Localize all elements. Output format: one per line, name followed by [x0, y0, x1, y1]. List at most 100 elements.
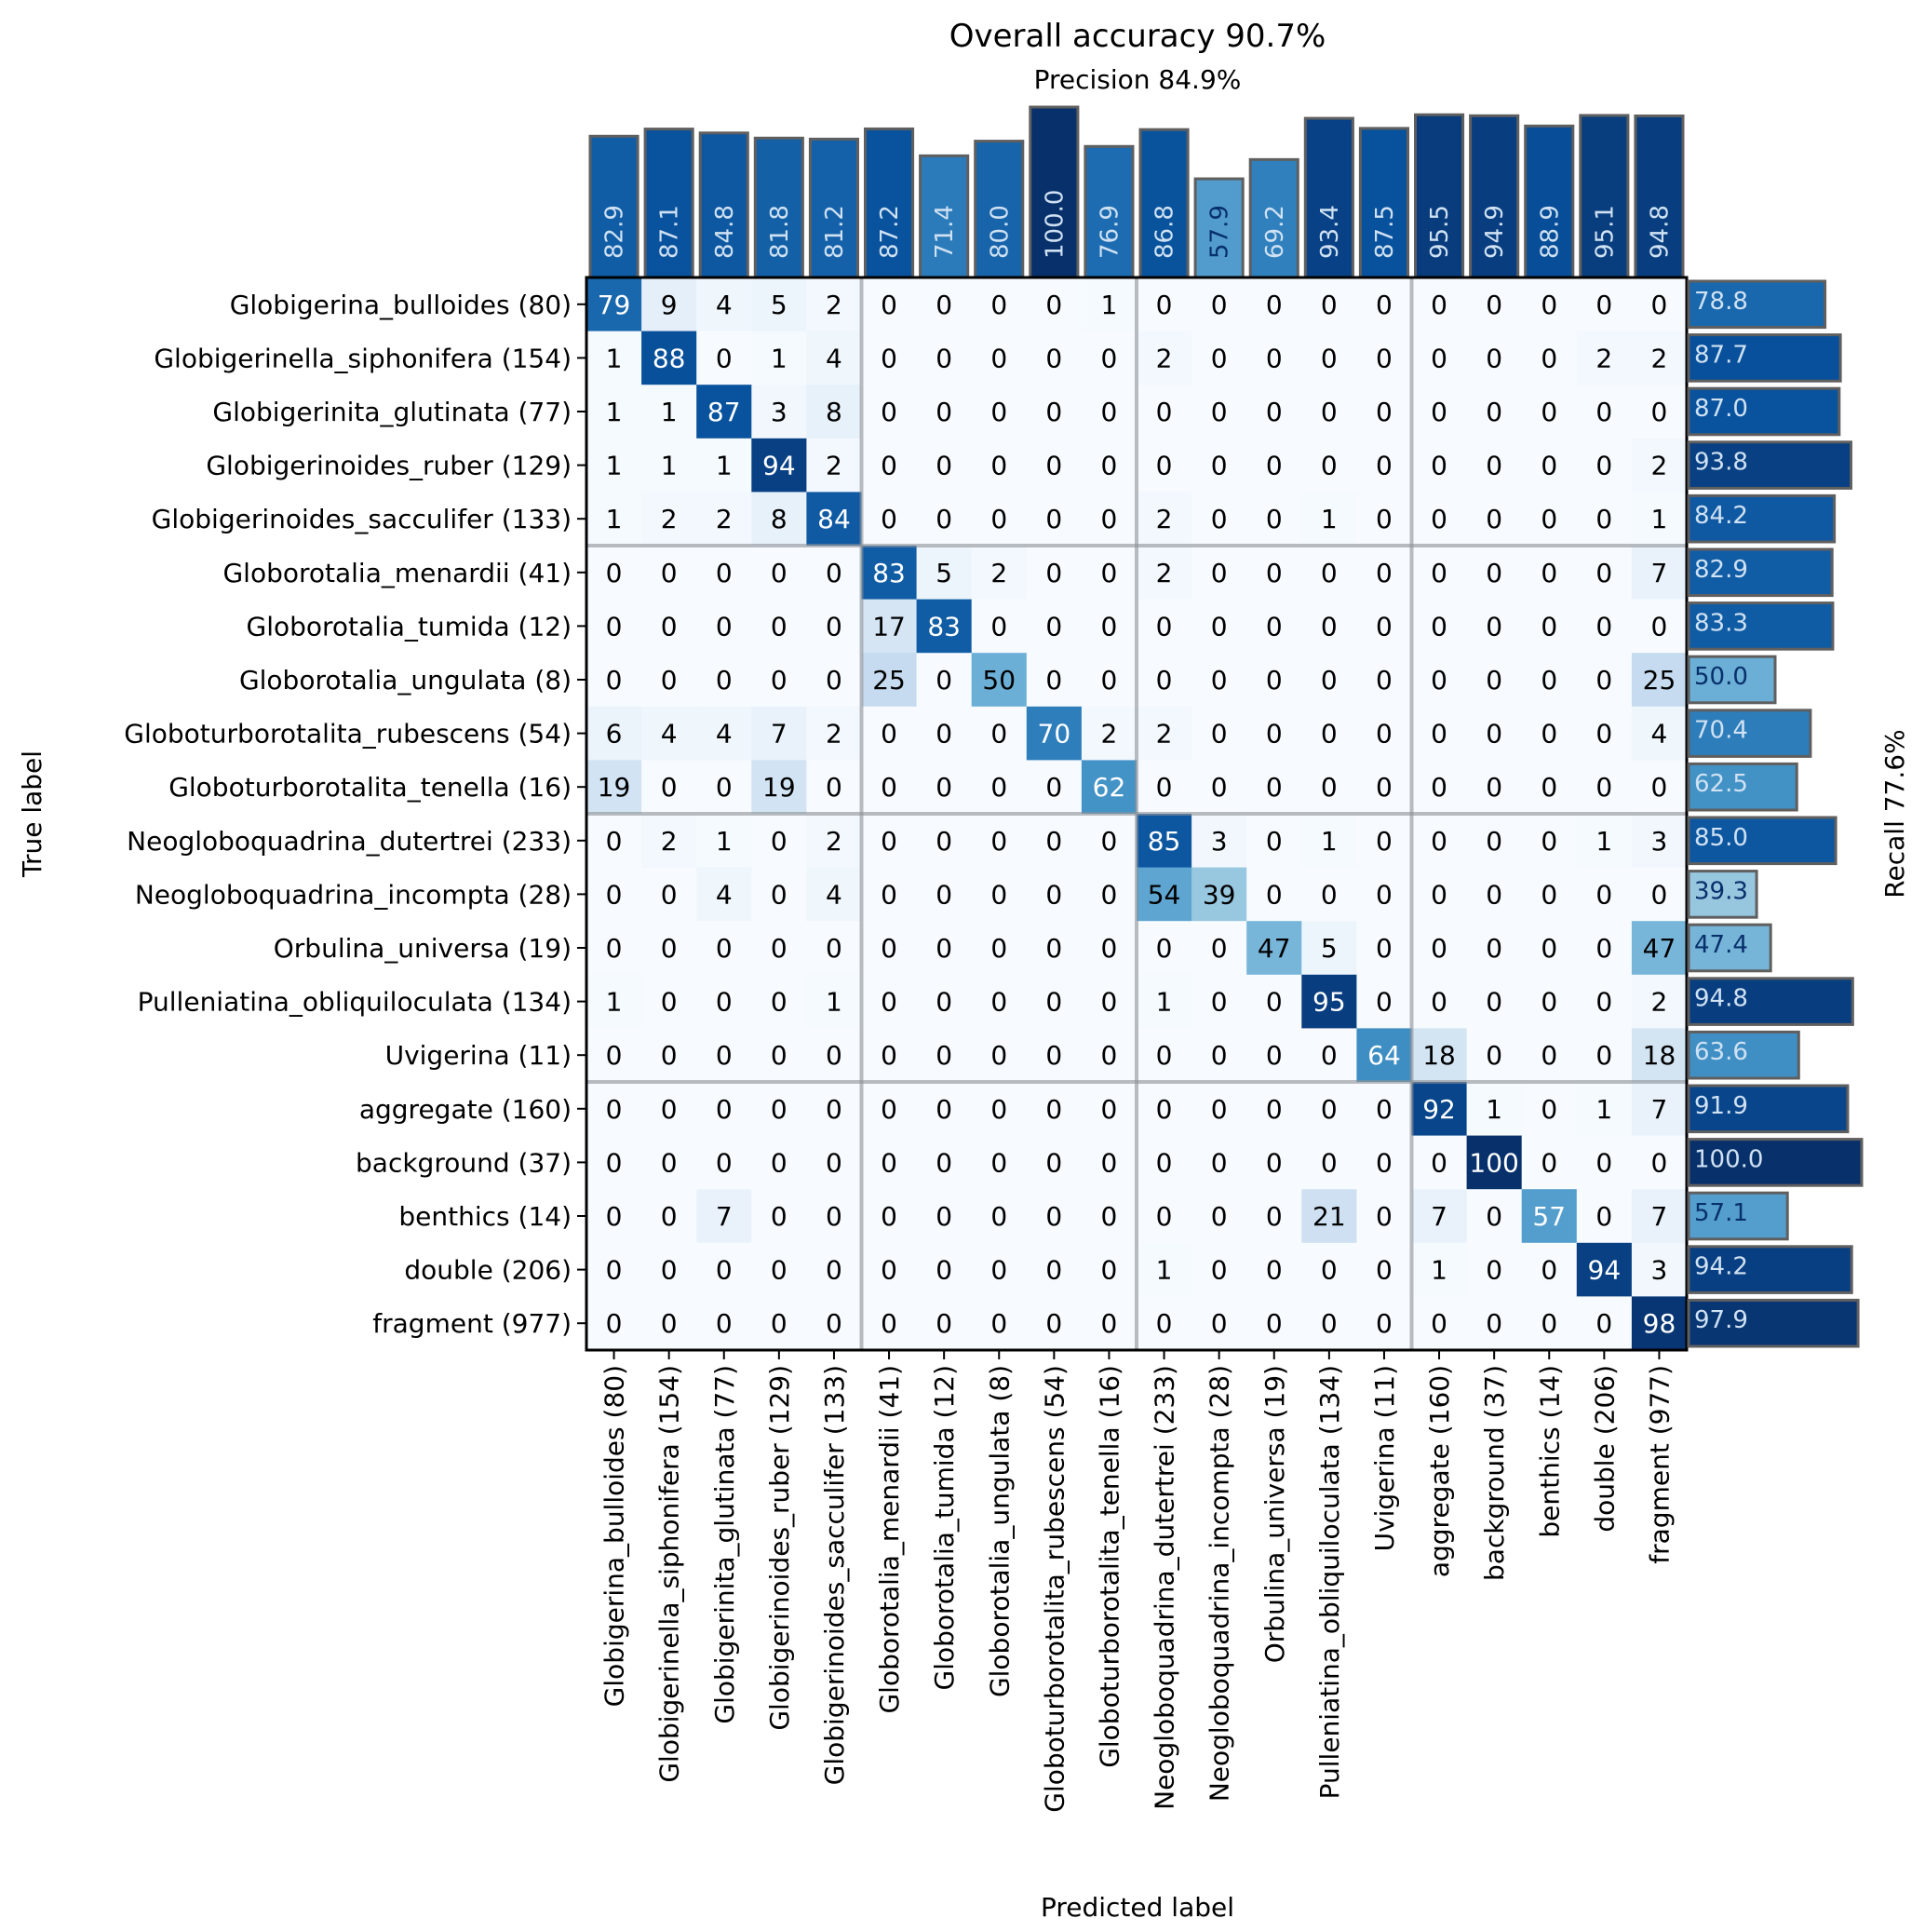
cell-value: 0	[1486, 1255, 1502, 1286]
cell-value: 0	[1541, 772, 1557, 803]
matrix-cell	[1631, 492, 1688, 547]
cell-value: 0	[1266, 1040, 1283, 1071]
cell-value: 0	[881, 1147, 897, 1178]
cell-value: 6	[606, 719, 623, 750]
recall-value: 87.7	[1694, 341, 1748, 369]
matrix-cell	[1137, 760, 1192, 815]
matrix-cell	[1137, 814, 1192, 869]
cell-value: 0	[936, 1201, 952, 1232]
cell-value: 0	[1376, 504, 1393, 534]
matrix-cell	[1466, 1189, 1523, 1244]
matrix-cell	[1631, 1028, 1688, 1083]
matrix-cell	[641, 331, 697, 385]
cell-value: 0	[661, 933, 678, 964]
recall-bar	[1687, 923, 1772, 973]
cell-value: 0	[1595, 772, 1612, 803]
matrix-cell	[1576, 814, 1633, 869]
cell-value: 2	[826, 451, 842, 481]
chart-subtitle: Precision 84.9%	[1034, 64, 1242, 95]
cell-value: 0	[990, 879, 1007, 910]
cell-value: 19	[762, 772, 796, 803]
matrix-cell	[1246, 706, 1302, 761]
cell-value: 95	[1312, 987, 1346, 1018]
matrix-cell	[1411, 1028, 1468, 1083]
matrix-cell	[1137, 385, 1192, 439]
precision-value: 84.8	[711, 205, 739, 259]
matrix-cell	[1301, 921, 1357, 976]
cell-value: 0	[606, 1255, 623, 1286]
matrix-cell	[1576, 921, 1633, 976]
cell-value: 2	[661, 504, 678, 534]
matrix-cell	[916, 546, 973, 601]
matrix-cell	[971, 814, 1028, 869]
cell-value: 0	[771, 558, 788, 588]
matrix-cell	[1521, 653, 1578, 708]
cell-value: 0	[1045, 772, 1062, 803]
matrix-cell	[861, 706, 918, 761]
recall-value: 100.0	[1694, 1145, 1763, 1173]
cell-value: 0	[990, 1040, 1007, 1071]
matrix-cell	[971, 385, 1028, 439]
matrix-cell	[1081, 921, 1138, 976]
matrix-cell	[1246, 974, 1302, 1029]
cell-value: 0	[936, 397, 952, 427]
matrix-cell	[1191, 974, 1247, 1029]
cell-value: 2	[1101, 719, 1118, 750]
matrix-cell	[1576, 438, 1633, 493]
row-label: Globorotalia_menardii (41)	[222, 558, 572, 588]
matrix-cell	[1576, 599, 1633, 654]
matrix-cell	[971, 277, 1028, 332]
cell-value: 0	[1045, 504, 1062, 534]
matrix-cell	[1301, 385, 1357, 439]
cell-value: 0	[1376, 343, 1393, 373]
row-label: Globoturborotalita_tenella (16)	[168, 772, 572, 803]
cell-value: 0	[1595, 665, 1612, 696]
col-label: Orbulina_universa (19)	[1259, 1365, 1290, 1663]
matrix-cell	[751, 814, 807, 869]
precision-bar	[1524, 124, 1575, 279]
matrix-cell	[1631, 599, 1688, 654]
recall-value: 50.0	[1694, 663, 1748, 691]
cell-value: 0	[1486, 290, 1502, 320]
row-label: Pulleniatina_obliquiloculata (134)	[138, 987, 572, 1018]
cell-value: 0	[716, 611, 733, 642]
cell-value: 0	[1431, 719, 1447, 750]
cell-value: 1	[1321, 504, 1338, 534]
matrix-cell	[1631, 653, 1688, 708]
cell-value: 0	[990, 1201, 1007, 1232]
cell-value: 0	[606, 826, 623, 857]
cell-value: 0	[1045, 611, 1062, 642]
matrix-cell	[1301, 1135, 1357, 1190]
matrix-cell	[1191, 385, 1247, 439]
recall-bar	[1687, 870, 1758, 919]
matrix-cell	[1301, 277, 1357, 332]
cell-value: 0	[1541, 933, 1557, 964]
matrix-cell	[641, 546, 697, 601]
precision-value: 94.9	[1481, 205, 1509, 259]
matrix-cell	[1356, 653, 1412, 708]
matrix-cell	[1301, 1189, 1357, 1244]
matrix-cell	[1466, 867, 1523, 922]
matrix-cell	[751, 1242, 807, 1297]
cell-value: 0	[1486, 987, 1502, 1018]
cell-value: 0	[1486, 933, 1502, 964]
cell-value: 0	[1486, 504, 1502, 534]
cell-value: 0	[1376, 772, 1393, 803]
matrix-cell	[916, 492, 973, 547]
matrix-cell	[751, 438, 807, 493]
matrix-cell	[1246, 438, 1302, 493]
cell-value: 0	[1651, 611, 1668, 642]
matrix-cell	[1191, 706, 1247, 761]
matrix-cell	[1356, 385, 1412, 439]
matrix-cell	[1137, 546, 1192, 601]
precision-bar	[1303, 116, 1354, 279]
matrix-cell	[751, 599, 807, 654]
cell-value: 0	[1431, 290, 1447, 320]
cell-value: 0	[1101, 397, 1118, 427]
cell-value: 1	[1651, 504, 1668, 534]
matrix-cell	[971, 331, 1028, 385]
precision-value: 57.9	[1206, 205, 1234, 259]
matrix-cell	[1466, 385, 1523, 439]
matrix-cell	[1191, 760, 1247, 815]
